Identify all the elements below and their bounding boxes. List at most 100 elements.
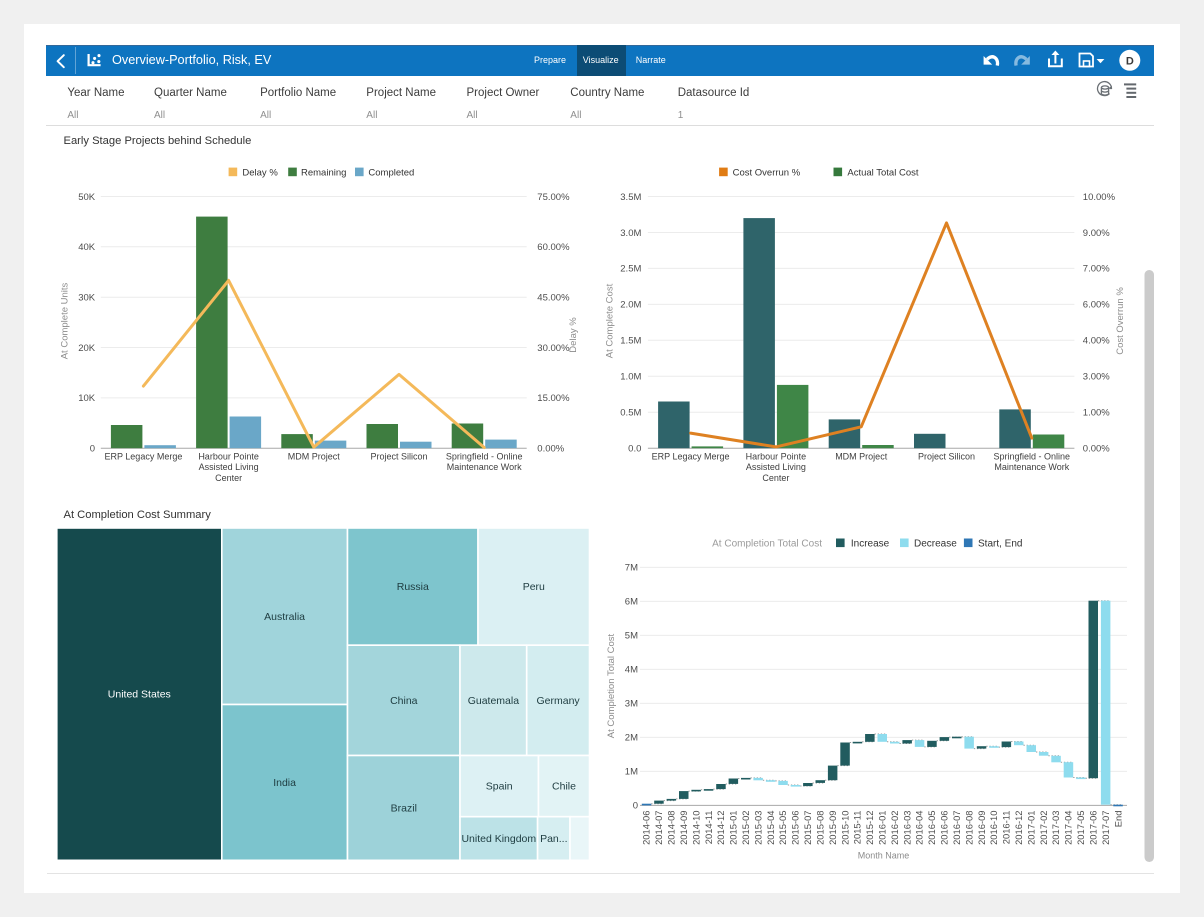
svg-text:2014-10: 2014-10 — [690, 811, 701, 845]
svg-text:Spain: Spain — [486, 781, 513, 793]
svg-text:2015-09: 2015-09 — [827, 811, 838, 845]
svg-text:ERP Legacy Merge: ERP Legacy Merge — [104, 452, 182, 462]
svg-text:2016-01: 2016-01 — [877, 811, 888, 845]
svg-text:2016-05: 2016-05 — [926, 811, 937, 845]
svg-text:2015-07: 2015-07 — [802, 811, 813, 845]
svg-text:30K: 30K — [78, 293, 96, 304]
svg-text:0.0: 0.0 — [628, 444, 641, 455]
svg-text:75.00%: 75.00% — [537, 192, 570, 203]
svg-text:Start, End: Start, End — [978, 539, 1022, 550]
svg-text:2015-01: 2015-01 — [728, 811, 739, 845]
svg-text:2016-07: 2016-07 — [951, 811, 962, 845]
svg-text:Chile: Chile — [552, 781, 576, 793]
svg-text:MDM Project: MDM Project — [288, 452, 341, 462]
svg-text:4.00%: 4.00% — [1083, 336, 1110, 347]
svg-text:Germany: Germany — [537, 695, 581, 707]
svg-text:2016-08: 2016-08 — [963, 811, 974, 845]
svg-text:Center: Center — [215, 473, 242, 483]
svg-text:2015-02: 2015-02 — [740, 811, 751, 845]
svg-text:6.00%: 6.00% — [1083, 300, 1110, 311]
svg-text:China: China — [390, 695, 418, 707]
svg-text:2016-06: 2016-06 — [939, 811, 950, 845]
svg-text:Guatemala: Guatemala — [468, 695, 520, 707]
svg-text:2016-09: 2016-09 — [976, 811, 987, 845]
svg-text:1.00%: 1.00% — [1083, 408, 1110, 419]
svg-text:4M: 4M — [625, 665, 638, 676]
svg-text:Project Silicon: Project Silicon — [370, 452, 427, 462]
svg-text:2014-11: 2014-11 — [703, 811, 714, 845]
svg-text:7M: 7M — [625, 563, 638, 574]
svg-text:Brazil: Brazil — [391, 802, 417, 814]
svg-text:6M: 6M — [625, 597, 638, 608]
svg-text:0.00%: 0.00% — [1083, 444, 1110, 455]
svg-text:2017-06: 2017-06 — [1088, 811, 1099, 845]
svg-text:1.5M: 1.5M — [620, 336, 641, 347]
svg-text:2016-12: 2016-12 — [1013, 811, 1024, 845]
svg-text:Peru: Peru — [523, 581, 545, 593]
svg-text:2017-07: 2017-07 — [1100, 811, 1111, 845]
svg-text:20K: 20K — [78, 343, 96, 354]
svg-text:2016-03: 2016-03 — [901, 811, 912, 845]
svg-text:2016-10: 2016-10 — [988, 810, 999, 844]
svg-text:Springfield - Online: Springfield - Online — [446, 452, 523, 462]
svg-text:Early Stage Projects behind Sc: Early Stage Projects behind Schedule — [64, 135, 252, 147]
svg-text:Project Silicon: Project Silicon — [918, 452, 975, 462]
svg-text:2015-08: 2015-08 — [814, 811, 825, 845]
svg-text:2015-03: 2015-03 — [752, 811, 763, 845]
svg-text:50K: 50K — [78, 192, 96, 203]
svg-text:2015-11: 2015-11 — [852, 811, 863, 845]
svg-text:2.0M: 2.0M — [620, 300, 641, 311]
svg-text:United Kingdom: United Kingdom — [461, 833, 536, 845]
svg-text:Cost Overrun %: Cost Overrun % — [1115, 287, 1126, 355]
svg-text:Delay %: Delay % — [242, 168, 278, 179]
svg-text:60.00%: 60.00% — [537, 242, 570, 253]
svg-text:2017-05: 2017-05 — [1075, 811, 1086, 845]
svg-text:Australia: Australia — [264, 611, 305, 623]
svg-text:2M: 2M — [625, 733, 638, 744]
svg-text:Actual Total Cost: Actual Total Cost — [847, 168, 918, 179]
svg-text:1.0M: 1.0M — [620, 372, 641, 383]
svg-text:United States: United States — [108, 689, 171, 701]
svg-text:Increase: Increase — [851, 539, 890, 550]
svg-text:2015-12: 2015-12 — [864, 811, 875, 845]
svg-text:At Complete Units: At Complete Units — [60, 282, 71, 359]
svg-text:0.5M: 0.5M — [620, 408, 641, 419]
svg-text:2016-11: 2016-11 — [1001, 811, 1012, 845]
svg-text:3M: 3M — [625, 699, 638, 710]
svg-text:2.5M: 2.5M — [620, 264, 641, 275]
svg-text:2015-10: 2015-10 — [839, 811, 850, 845]
svg-text:2015-05: 2015-05 — [777, 811, 788, 845]
svg-text:Remaining: Remaining — [301, 168, 346, 179]
svg-text:Pan...: Pan... — [540, 833, 567, 845]
svg-text:Delay %: Delay % — [568, 317, 579, 353]
svg-text:India: India — [273, 777, 296, 789]
svg-text:2016-02: 2016-02 — [889, 811, 900, 845]
svg-text:3.0M: 3.0M — [620, 228, 641, 239]
svg-text:2014-06: 2014-06 — [641, 811, 652, 845]
svg-text:2017-02: 2017-02 — [1038, 811, 1049, 845]
svg-text:10.00%: 10.00% — [1083, 192, 1116, 203]
svg-text:2017-03: 2017-03 — [1050, 811, 1061, 845]
svg-text:30.00%: 30.00% — [537, 343, 570, 354]
svg-text:ERP Legacy Merge: ERP Legacy Merge — [652, 452, 730, 462]
svg-text:Assisted Living: Assisted Living — [746, 462, 806, 472]
svg-text:7.00%: 7.00% — [1083, 264, 1110, 275]
svg-text:Decrease: Decrease — [914, 539, 957, 550]
svg-text:0: 0 — [90, 444, 95, 455]
svg-text:2014-09: 2014-09 — [678, 811, 689, 845]
svg-text:2015-04: 2015-04 — [765, 811, 776, 845]
svg-text:2014-12: 2014-12 — [715, 811, 726, 845]
svg-text:At Complete Cost: At Complete Cost — [605, 283, 616, 358]
svg-text:Maintenance Work: Maintenance Work — [447, 462, 522, 472]
svg-text:Russia: Russia — [397, 581, 429, 593]
svg-text:0.00%: 0.00% — [537, 444, 564, 455]
svg-text:At Completion Total Cost: At Completion Total Cost — [606, 633, 617, 738]
svg-text:Completed: Completed — [368, 168, 414, 179]
svg-text:10K: 10K — [78, 393, 96, 404]
svg-text:At Completion Cost Summary: At Completion Cost Summary — [64, 509, 212, 521]
svg-text:3.00%: 3.00% — [1083, 372, 1110, 383]
svg-text:End: End — [1112, 811, 1123, 828]
svg-text:3.5M: 3.5M — [620, 192, 641, 203]
svg-text:45.00%: 45.00% — [537, 293, 570, 304]
svg-text:5M: 5M — [625, 631, 638, 642]
